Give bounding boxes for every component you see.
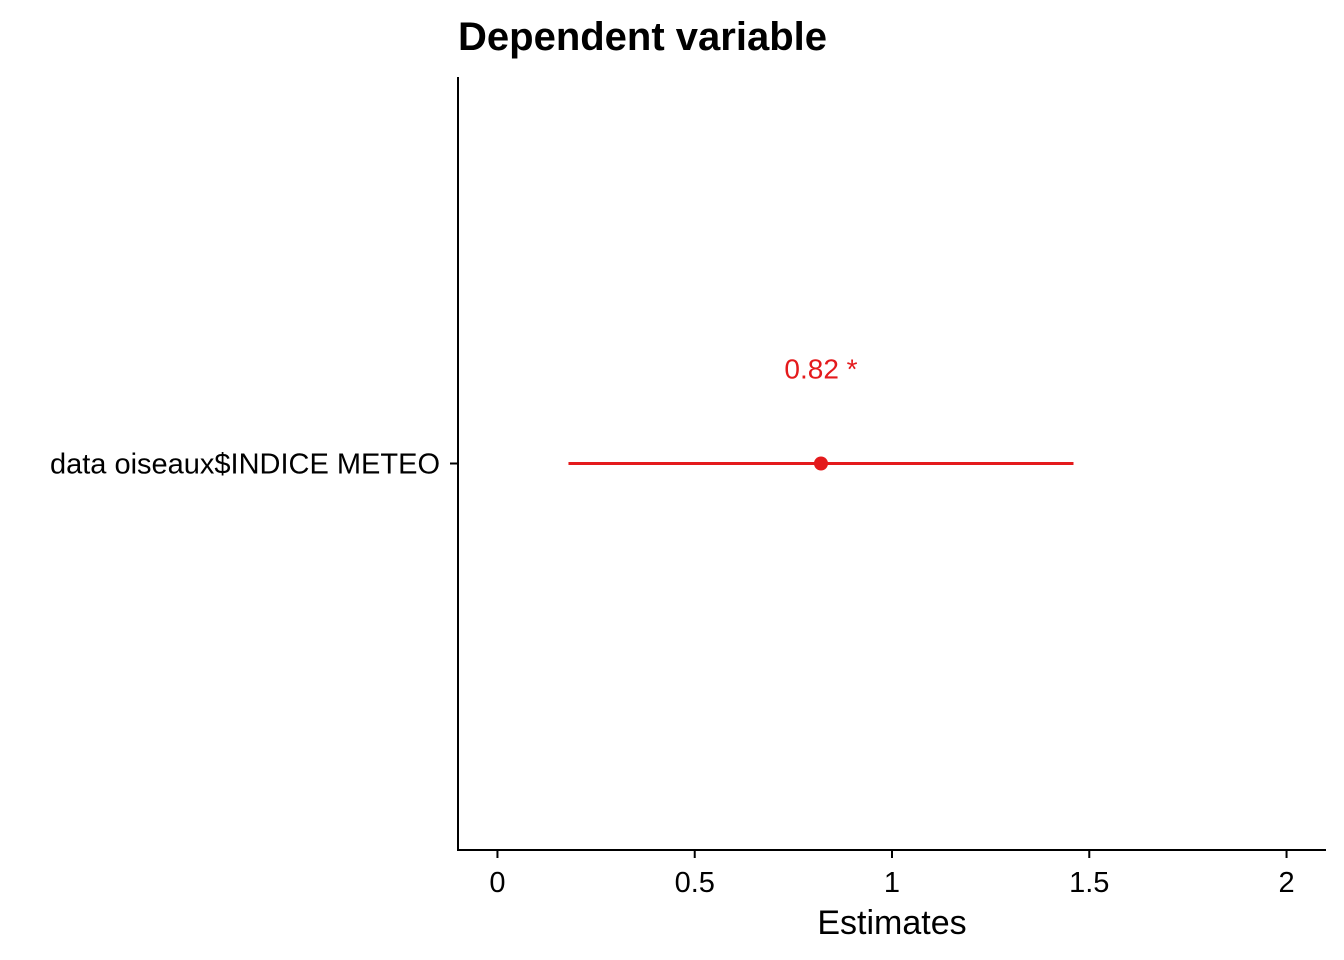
chart-title: Dependent variable bbox=[458, 15, 827, 59]
estimate-value-label: 0.82 * bbox=[784, 354, 857, 385]
x-tick-label: 1.5 bbox=[1069, 867, 1109, 899]
x-axis-label: Estimates bbox=[817, 904, 966, 942]
estimate-point bbox=[813, 456, 828, 471]
x-tick-label: 1 bbox=[884, 867, 900, 899]
x-tick-label: 2 bbox=[1278, 867, 1294, 899]
x-tick-label: 0.5 bbox=[675, 867, 715, 899]
plot-marks: 0.82 * bbox=[568, 354, 1074, 471]
y-axis-ticks: data oiseaux$INDICE METEO bbox=[50, 449, 458, 481]
x-tick-label: 0 bbox=[489, 867, 505, 899]
y-tick-label: data oiseaux$INDICE METEO bbox=[50, 449, 440, 481]
x-axis-ticks: 0 0.5 1 1.5 2 bbox=[489, 850, 1295, 899]
